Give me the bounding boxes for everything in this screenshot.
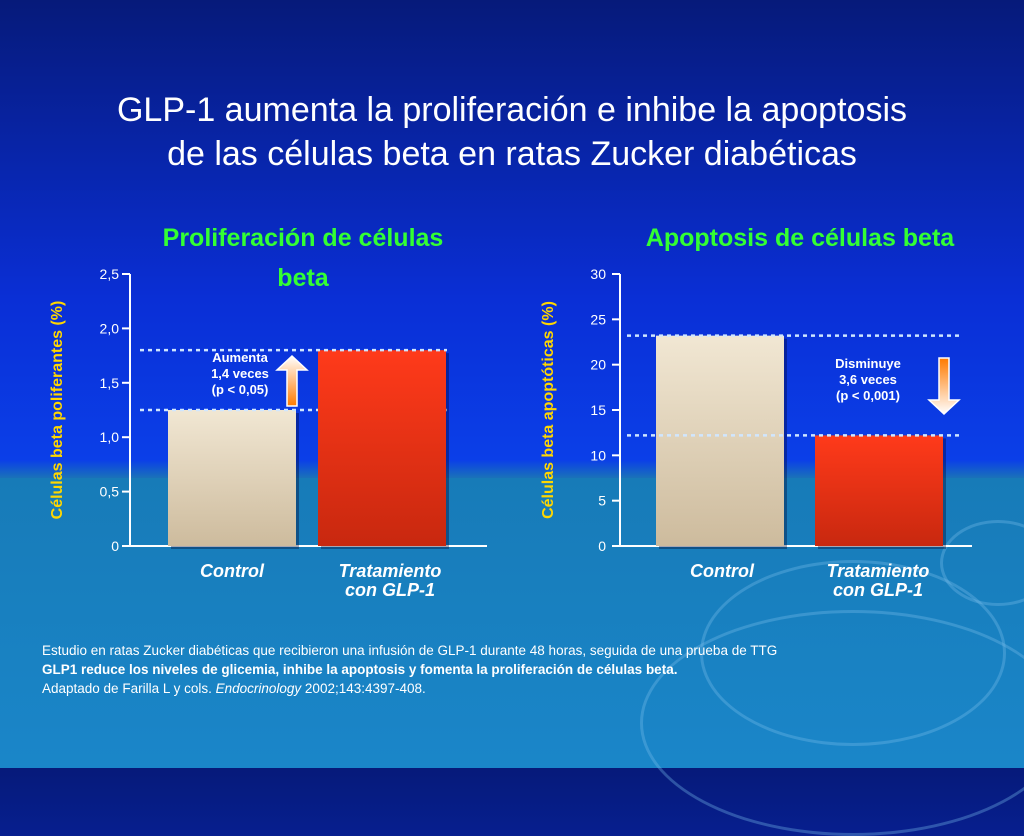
footer-citation-authors: Adaptado de Farilla L y cols.: [42, 681, 216, 696]
chart1-category-label: con GLP-1: [345, 580, 435, 600]
page-title-line1: GLP-1 aumenta la proliferación e inhibe …: [116, 91, 908, 129]
chart2-y-tick-label: 25: [590, 311, 606, 327]
chart2-y-tick-label: 30: [590, 266, 606, 282]
chart1-y-tick-label: 2,0: [100, 320, 120, 336]
footer-line1: Estudio en ratas Zucker diabéticas que r…: [42, 643, 778, 658]
chart2-category-label: Tratamiento: [827, 561, 930, 581]
page-title: GLP-1 aumenta la proliferación e inhibe …: [0, 88, 1024, 176]
chart1-bar-control: [168, 410, 296, 546]
chart1-annotation-line: 1,4 veces: [211, 366, 269, 381]
page-title-line2: de las células beta en ratas Zucker diab…: [167, 135, 857, 173]
chart1-title: Proliferación de células beta: [128, 218, 478, 298]
chart2-category-label: Control: [690, 561, 755, 581]
chart2-annotation-line: Disminuye: [835, 356, 901, 371]
chart1-y-axis-label: Células beta poliferantes (%): [49, 301, 66, 520]
footer-notes: Estudio en ratas Zucker diabéticas que r…: [42, 641, 942, 698]
footer-citation-journal: Endocrinology: [215, 681, 302, 696]
chart1-title-line2: beta: [277, 264, 329, 292]
chart1-y-tick-label: 2,5: [100, 266, 120, 282]
chart1-y-tick-label: 0: [111, 538, 119, 554]
chart1-category-label: Tratamiento: [339, 561, 442, 581]
charts-svg: 0 0,5 1,0 1,5 2,0 2,5 Células beta poliferante…: [49, 266, 962, 600]
chart1-annotation-line: Aumenta: [212, 350, 268, 365]
footer-line3: Adaptado de Farilla L y cols. Endocrinol…: [42, 679, 942, 698]
chart2-annotation-line: (p < 0,001): [836, 388, 900, 403]
chart2-title: Apoptosis de células beta: [620, 218, 980, 258]
chart1-annotation-line: (p < 0,05): [212, 382, 269, 397]
chart1-y-tick-label: 1,0: [100, 429, 120, 445]
chart2-title-line1: Apoptosis de células beta: [645, 224, 955, 252]
chart2-category-label: con GLP-1: [833, 580, 923, 600]
chart2-y-axis-label: Células beta apoptóticas (%): [540, 301, 557, 519]
chart2-y-tick-label: 5: [598, 493, 606, 509]
chart2-y-tick-label: 10: [590, 447, 606, 463]
chart2-bar-treatment: [815, 435, 943, 546]
chart2-y-tick-label: 0: [598, 538, 606, 554]
footer-line2: GLP1 reduce los niveles de glicemia, inh…: [42, 662, 678, 677]
footer-citation-ref: 2002;143:4397-408.: [301, 681, 426, 696]
chart1-arrow-up-icon: [275, 354, 309, 407]
chart2-bar-control: [656, 335, 784, 546]
chart2-annotation-line: 3,6 veces: [839, 372, 897, 387]
chart2-arrow-down-icon: [927, 357, 961, 416]
chart2-y-tick-label: 20: [590, 357, 606, 373]
chart1-title-line1: Proliferación de células: [162, 224, 444, 252]
chart1-category-label: Control: [200, 561, 265, 581]
chart1-y-tick-label: 1,5: [100, 375, 120, 391]
chart1-bar-treatment: [318, 350, 446, 546]
chart1-y-tick-label: 0,5: [100, 484, 120, 500]
chart2-y-tick-label: 15: [590, 402, 606, 418]
decorative-ripple: [940, 520, 1024, 606]
